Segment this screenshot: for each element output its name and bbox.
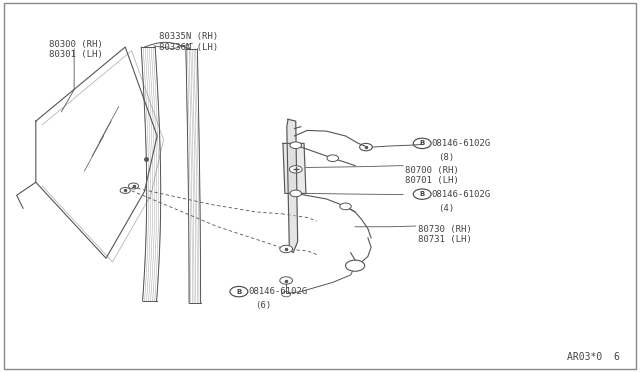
Text: B: B bbox=[420, 191, 425, 197]
Text: (6): (6) bbox=[255, 301, 271, 310]
Text: 08146-6102G: 08146-6102G bbox=[432, 190, 491, 199]
Circle shape bbox=[280, 277, 292, 284]
Circle shape bbox=[327, 155, 339, 161]
Text: AR03*0  6: AR03*0 6 bbox=[567, 352, 620, 362]
Polygon shape bbox=[287, 119, 298, 253]
Circle shape bbox=[290, 190, 301, 197]
Circle shape bbox=[280, 245, 292, 253]
Text: (8): (8) bbox=[438, 153, 454, 162]
Circle shape bbox=[340, 203, 351, 210]
Text: 08146-6102G: 08146-6102G bbox=[248, 287, 308, 296]
Text: 80335N (RH)
80336N (LH): 80335N (RH) 80336N (LH) bbox=[159, 32, 218, 52]
Circle shape bbox=[289, 166, 302, 173]
Polygon shape bbox=[283, 143, 306, 193]
Circle shape bbox=[290, 142, 301, 148]
Text: 80700 (RH)
80701 (LH): 80700 (RH) 80701 (LH) bbox=[405, 166, 459, 185]
Text: (4): (4) bbox=[438, 204, 454, 213]
Text: B: B bbox=[420, 140, 425, 146]
Circle shape bbox=[346, 260, 365, 271]
Text: 80730 (RH)
80731 (LH): 80730 (RH) 80731 (LH) bbox=[418, 225, 472, 244]
Text: B: B bbox=[236, 289, 241, 295]
Text: 80300 (RH)
80301 (LH): 80300 (RH) 80301 (LH) bbox=[49, 39, 102, 59]
Text: 08146-6102G: 08146-6102G bbox=[432, 139, 491, 148]
